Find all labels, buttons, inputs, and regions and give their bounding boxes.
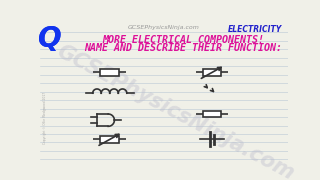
Text: MORE ELECTRICAL COMPONENTS!: MORE ELECTRICAL COMPONENTS! xyxy=(102,35,264,46)
Text: Q: Q xyxy=(38,25,62,53)
Text: Copyright © Ollie Wedgwood 2017: Copyright © Ollie Wedgwood 2017 xyxy=(43,92,47,144)
Bar xyxy=(100,69,119,76)
Bar xyxy=(203,69,221,76)
Text: Q: Q xyxy=(38,25,62,53)
Text: ELECTRICITY: ELECTRICITY xyxy=(228,25,282,34)
Text: GCSEPhysicsNinja.com: GCSEPhysicsNinja.com xyxy=(53,41,298,180)
Text: GCSEPhysicsNinja.com: GCSEPhysicsNinja.com xyxy=(128,25,200,30)
Bar xyxy=(203,111,221,118)
Text: NAME AND DESCRIBE THEIR FUNCTION:: NAME AND DESCRIBE THEIR FUNCTION: xyxy=(84,43,282,53)
Bar xyxy=(100,136,119,143)
